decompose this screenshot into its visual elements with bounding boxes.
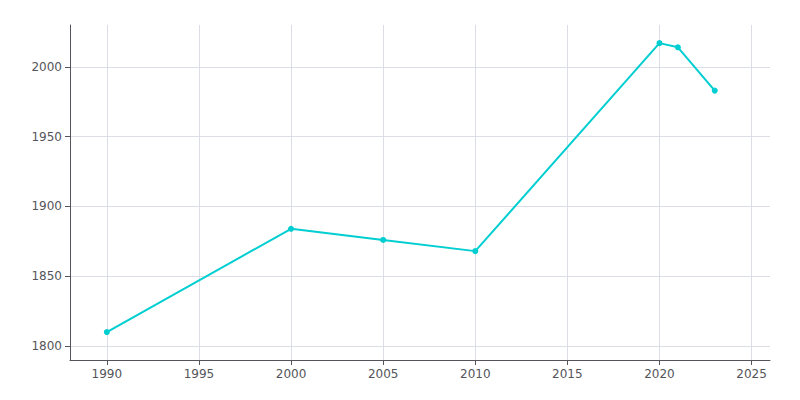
svg-text:2005: 2005	[368, 367, 399, 381]
svg-text:1850: 1850	[31, 269, 62, 283]
svg-text:1950: 1950	[31, 130, 62, 144]
svg-text:1990: 1990	[92, 367, 123, 381]
svg-text:2020: 2020	[644, 367, 675, 381]
svg-text:1900: 1900	[31, 199, 62, 213]
svg-text:2000: 2000	[276, 367, 307, 381]
svg-text:1995: 1995	[184, 367, 215, 381]
svg-text:2025: 2025	[736, 367, 767, 381]
svg-text:1800: 1800	[31, 339, 62, 353]
svg-text:2000: 2000	[31, 60, 62, 74]
svg-text:2015: 2015	[552, 367, 583, 381]
svg-text:2010: 2010	[460, 367, 491, 381]
